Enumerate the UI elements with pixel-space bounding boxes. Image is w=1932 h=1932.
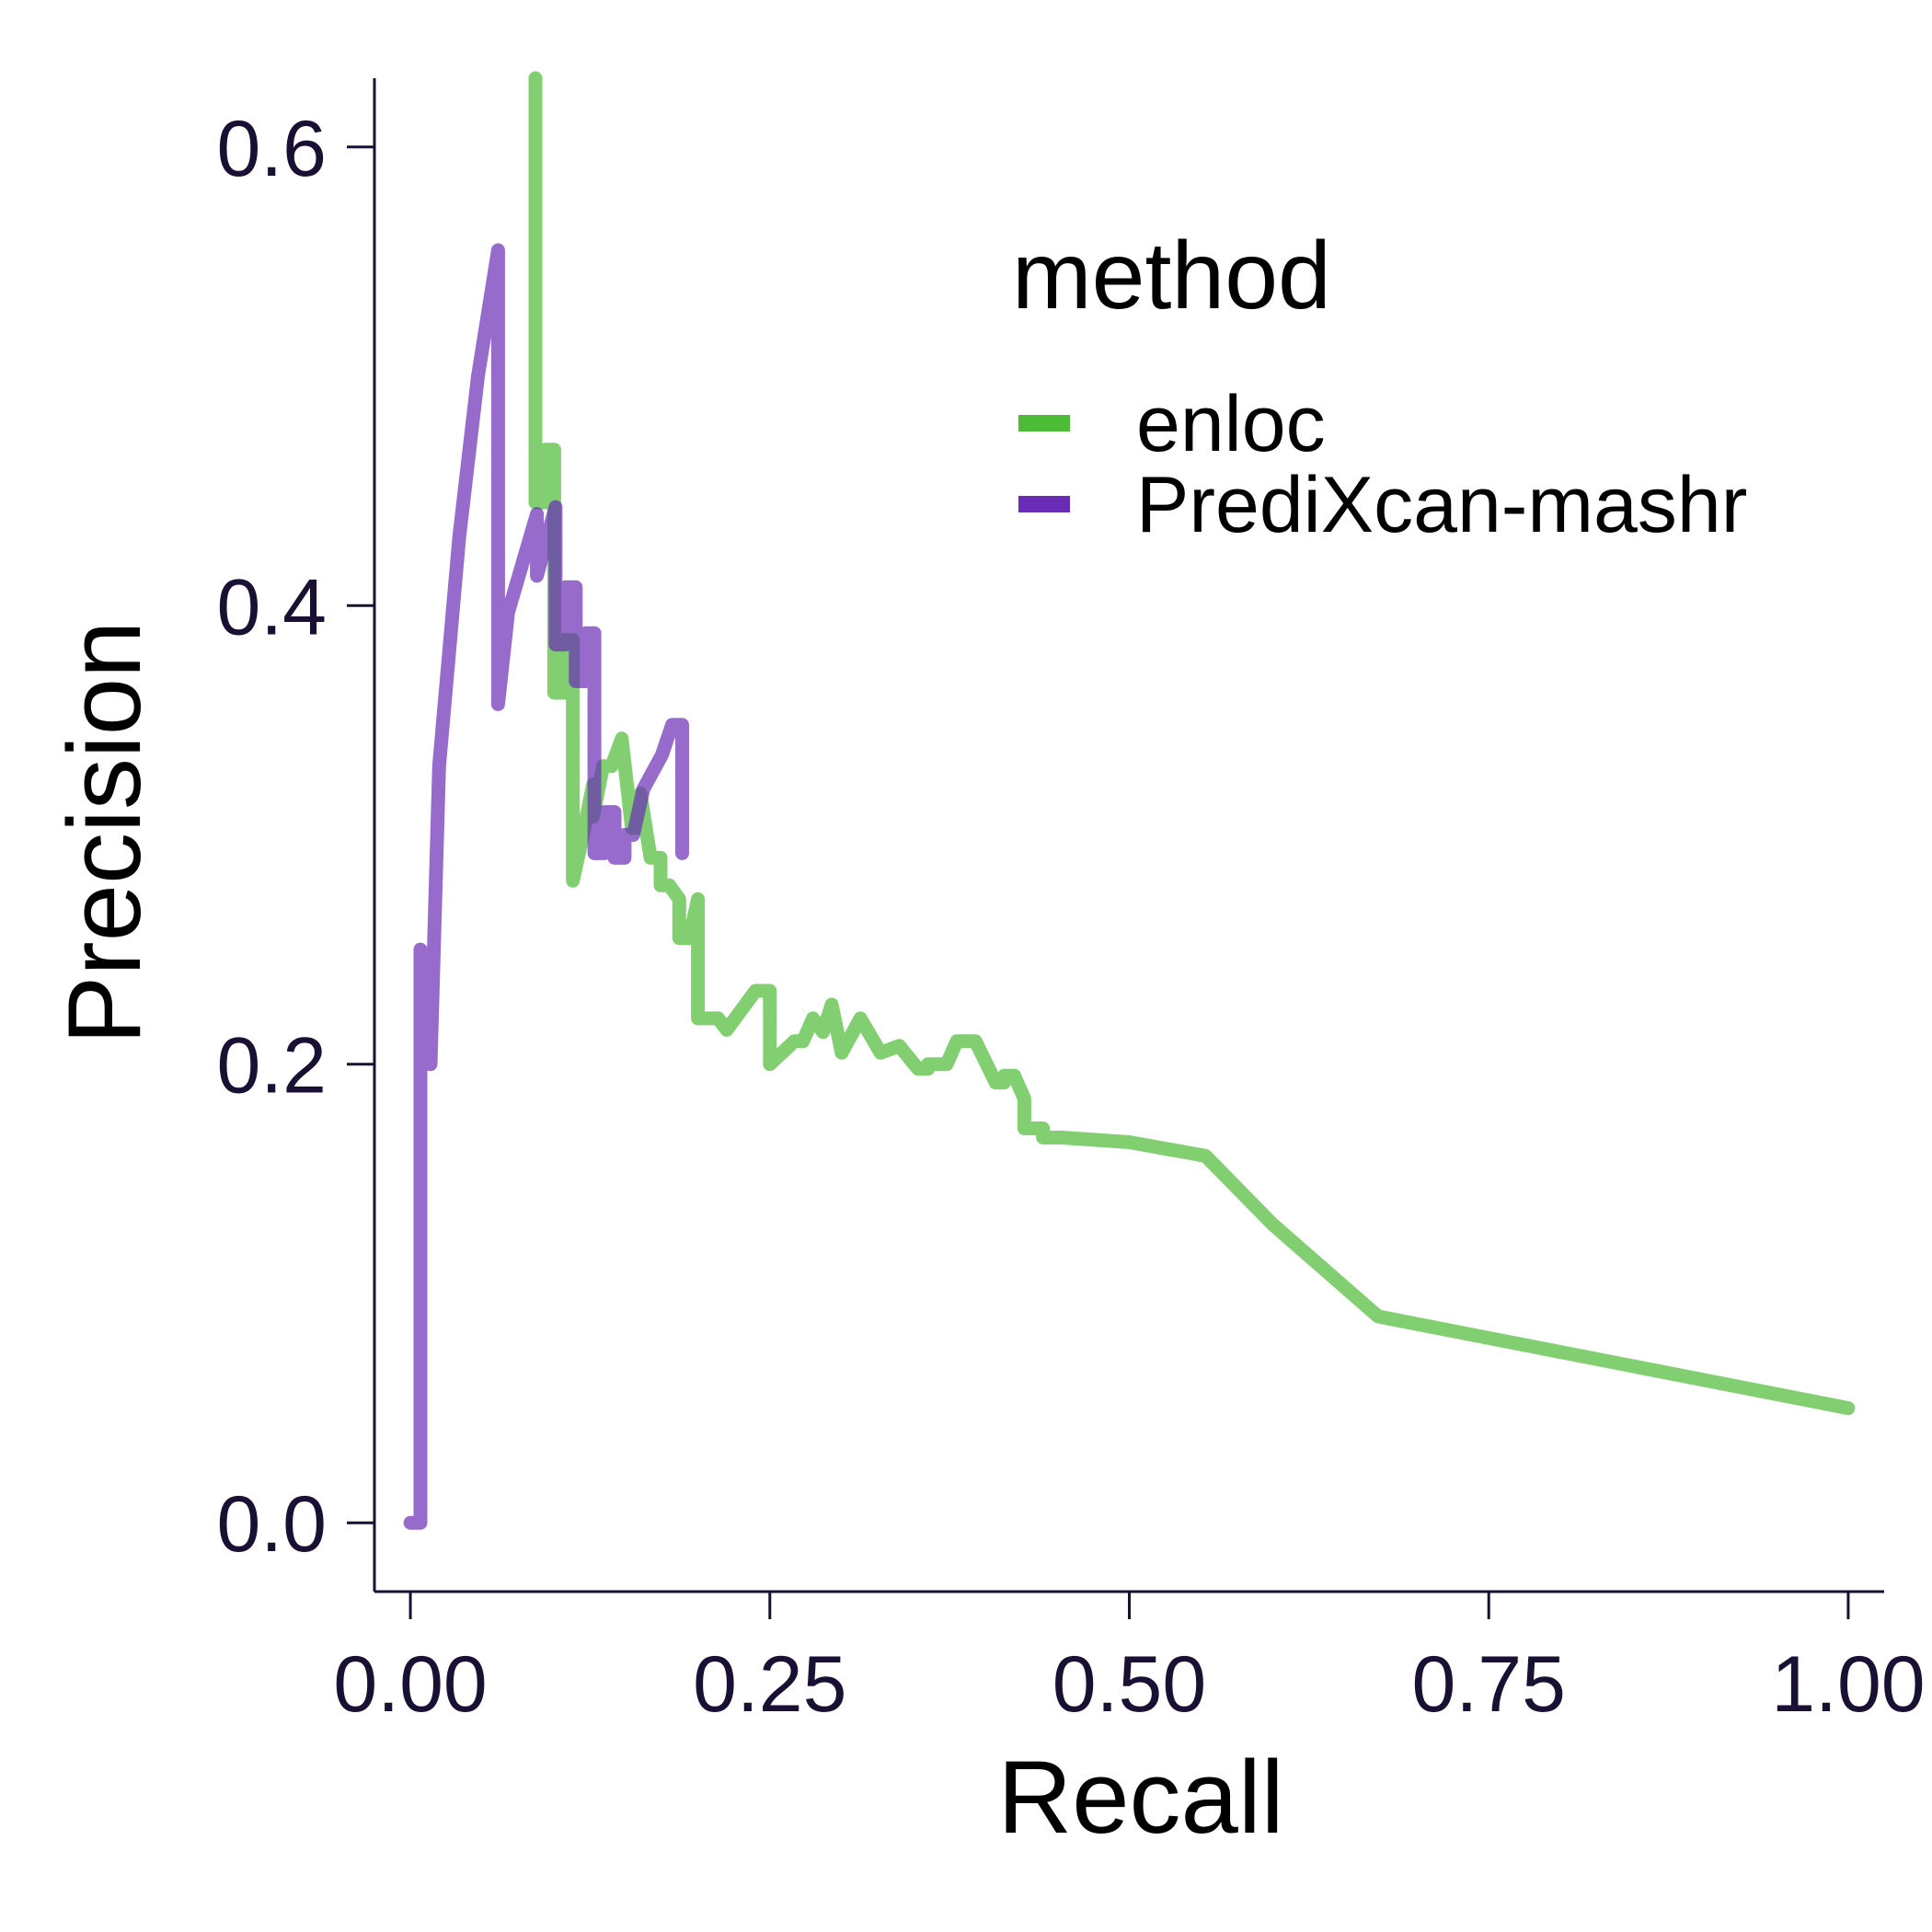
series-line-enloc <box>528 71 1856 1416</box>
y-axis-title: Precision <box>47 621 162 1045</box>
plot-lines <box>403 71 1856 1530</box>
y-tick-label: 0.2 <box>216 1022 327 1110</box>
series-line-predixcan-mashr <box>403 243 689 1530</box>
legend-label: PrediXcan-mashr <box>1136 461 1747 549</box>
x-tick-label: 0.00 <box>333 1640 487 1729</box>
x-axis-ticks: 0.00 0.25 0.50 0.75 1.00 <box>333 1592 1926 1729</box>
y-tick-label: 0.4 <box>216 563 327 651</box>
y-tick-label: 0.6 <box>216 105 327 193</box>
legend-title: method <box>1012 223 1331 329</box>
y-tick-label: 0.0 <box>216 1480 327 1569</box>
x-tick-label: 1.00 <box>1771 1640 1925 1729</box>
y-axis-ticks: 0.0 0.2 0.4 0.6 <box>216 105 374 1569</box>
x-tick-label: 0.50 <box>1052 1640 1206 1729</box>
x-tick-label: 0.75 <box>1412 1640 1566 1729</box>
axes: 0.0 0.2 0.4 0.6 0.00 0.25 0.50 0.75 1.00 <box>216 78 1926 1729</box>
x-axis-title: Recall <box>997 1740 1283 1855</box>
x-tick-label: 0.25 <box>693 1640 846 1729</box>
legend-label: enloc <box>1136 380 1326 468</box>
